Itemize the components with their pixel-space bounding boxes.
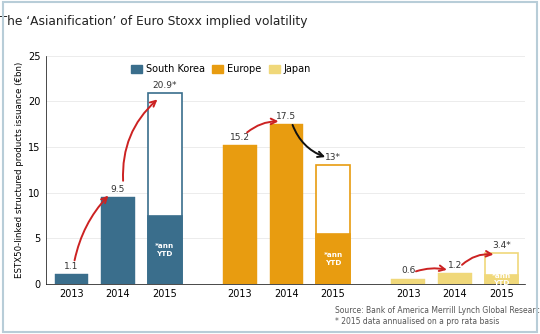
Text: 3.4*: 3.4* [492,241,511,250]
Text: 0.6: 0.6 [401,267,415,276]
Bar [101,197,135,284]
Text: 1.2: 1.2 [448,261,462,270]
Bar [438,273,471,284]
Text: *ann
YTD: *ann YTD [155,243,174,257]
Bar [484,253,518,284]
Text: 1 The ‘Asianification’ of Euro Stoxx implied volatility: 1 The ‘Asianification’ of Euro Stoxx imp… [0,15,307,28]
Bar [484,275,518,284]
Text: 17.5: 17.5 [276,112,296,121]
Text: 15.2: 15.2 [230,133,250,142]
Text: 9.5: 9.5 [111,185,125,194]
Bar [316,234,350,284]
Bar [316,165,350,284]
Bar [223,145,256,284]
Text: 1.1: 1.1 [64,262,79,271]
Text: 20.9*: 20.9* [152,81,177,90]
Text: *ann
YTD: *ann YTD [323,252,343,266]
Bar [148,93,181,284]
Text: *ann
YTD: *ann YTD [492,273,511,286]
Bar [392,279,425,284]
Y-axis label: ESTX50-linked structured products issuance (€bn): ESTX50-linked structured products issuan… [15,62,24,278]
Bar [55,274,88,284]
Legend: South Korea, Europe, Japan: South Korea, Europe, Japan [127,60,315,78]
Text: Source: Bank of America Merrill Lynch Global Research
* 2015 data annualised on : Source: Bank of America Merrill Lynch Gl… [335,306,540,326]
Text: 13*: 13* [325,153,341,162]
Bar [148,215,181,284]
Bar [269,124,303,284]
